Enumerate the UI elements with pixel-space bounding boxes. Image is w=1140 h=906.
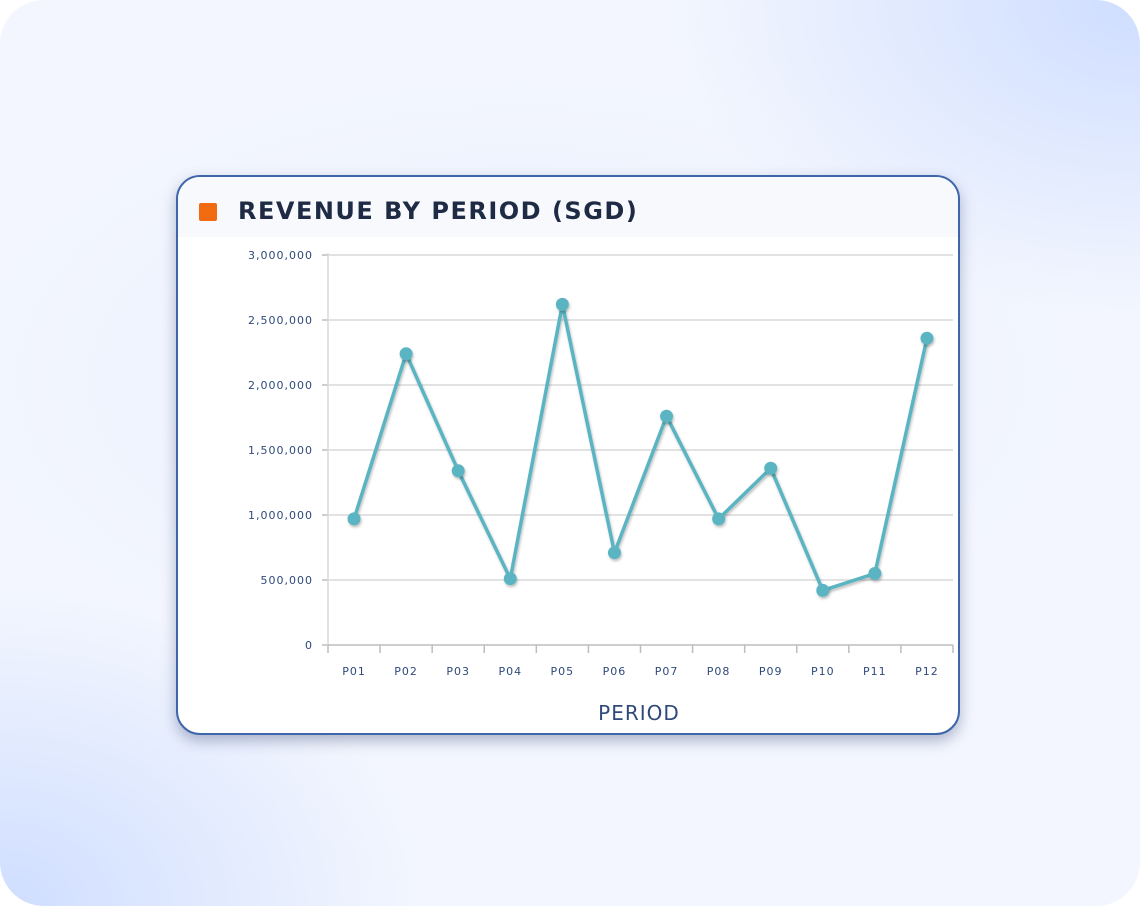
- chart-title: REVENUE BY PERIOD (SGD): [238, 197, 639, 225]
- y-tick-label: 1,000,000: [248, 509, 313, 522]
- y-tick-label: 2,000,000: [248, 379, 313, 392]
- x-tick-labels: P01 P02 P03 P04 P05 P06 P07 P08 P09 P10 P11 P12: [342, 665, 939, 678]
- data-point: [503, 572, 517, 586]
- x-tick-label: P11: [863, 665, 887, 678]
- x-tick-label: P06: [603, 665, 627, 678]
- x-tick-label: P12: [915, 665, 939, 678]
- y-tick-label: 1,500,000: [248, 444, 313, 457]
- x-tick-label: P05: [551, 665, 575, 678]
- chart-header: REVENUE BY PERIOD (SGD): [178, 177, 958, 237]
- x-tick-label: P07: [655, 665, 679, 678]
- gridlines: [328, 254, 953, 581]
- y-tick-label: 500,000: [261, 574, 314, 587]
- data-point: [607, 546, 621, 560]
- data-point: [712, 512, 726, 526]
- data-point: [764, 461, 778, 475]
- x-tick-label: P01: [342, 665, 366, 678]
- data-point: [868, 567, 882, 580]
- x-axis-label: PERIOD: [598, 701, 680, 725]
- data-point: [555, 297, 569, 311]
- axes: [322, 253, 954, 653]
- series-line: [352, 302, 929, 593]
- y-tick-labels: 0 500,000 1,000,000 1,500,000 2,000,000 2,500…: [248, 249, 314, 652]
- line-chart: 0 500,000 1,000,000 1,500,000 2,000,000 2,500…: [248, 249, 954, 725]
- chart-card: REVENUE BY PERIOD (SGD) 0 500,000 1,000,00…: [176, 175, 960, 735]
- y-tick-label: 3,000,000: [248, 249, 313, 262]
- x-tick-label: P10: [811, 665, 835, 678]
- data-point: [347, 512, 361, 526]
- y-tick-label: 0: [305, 639, 313, 652]
- x-tick-label: P04: [498, 665, 522, 678]
- data-point: [399, 347, 413, 361]
- data-point: [920, 331, 934, 345]
- data-point: [451, 464, 465, 478]
- data-point: [816, 583, 830, 597]
- data-point: [660, 409, 674, 423]
- x-tick-label: P02: [394, 665, 418, 678]
- y-tick-label: 2,500,000: [248, 314, 313, 327]
- legend-swatch: [199, 203, 217, 221]
- x-tick-label: P08: [707, 665, 731, 678]
- series: [347, 297, 934, 597]
- x-tick-label: P03: [446, 665, 470, 678]
- x-tick-label: P09: [759, 665, 783, 678]
